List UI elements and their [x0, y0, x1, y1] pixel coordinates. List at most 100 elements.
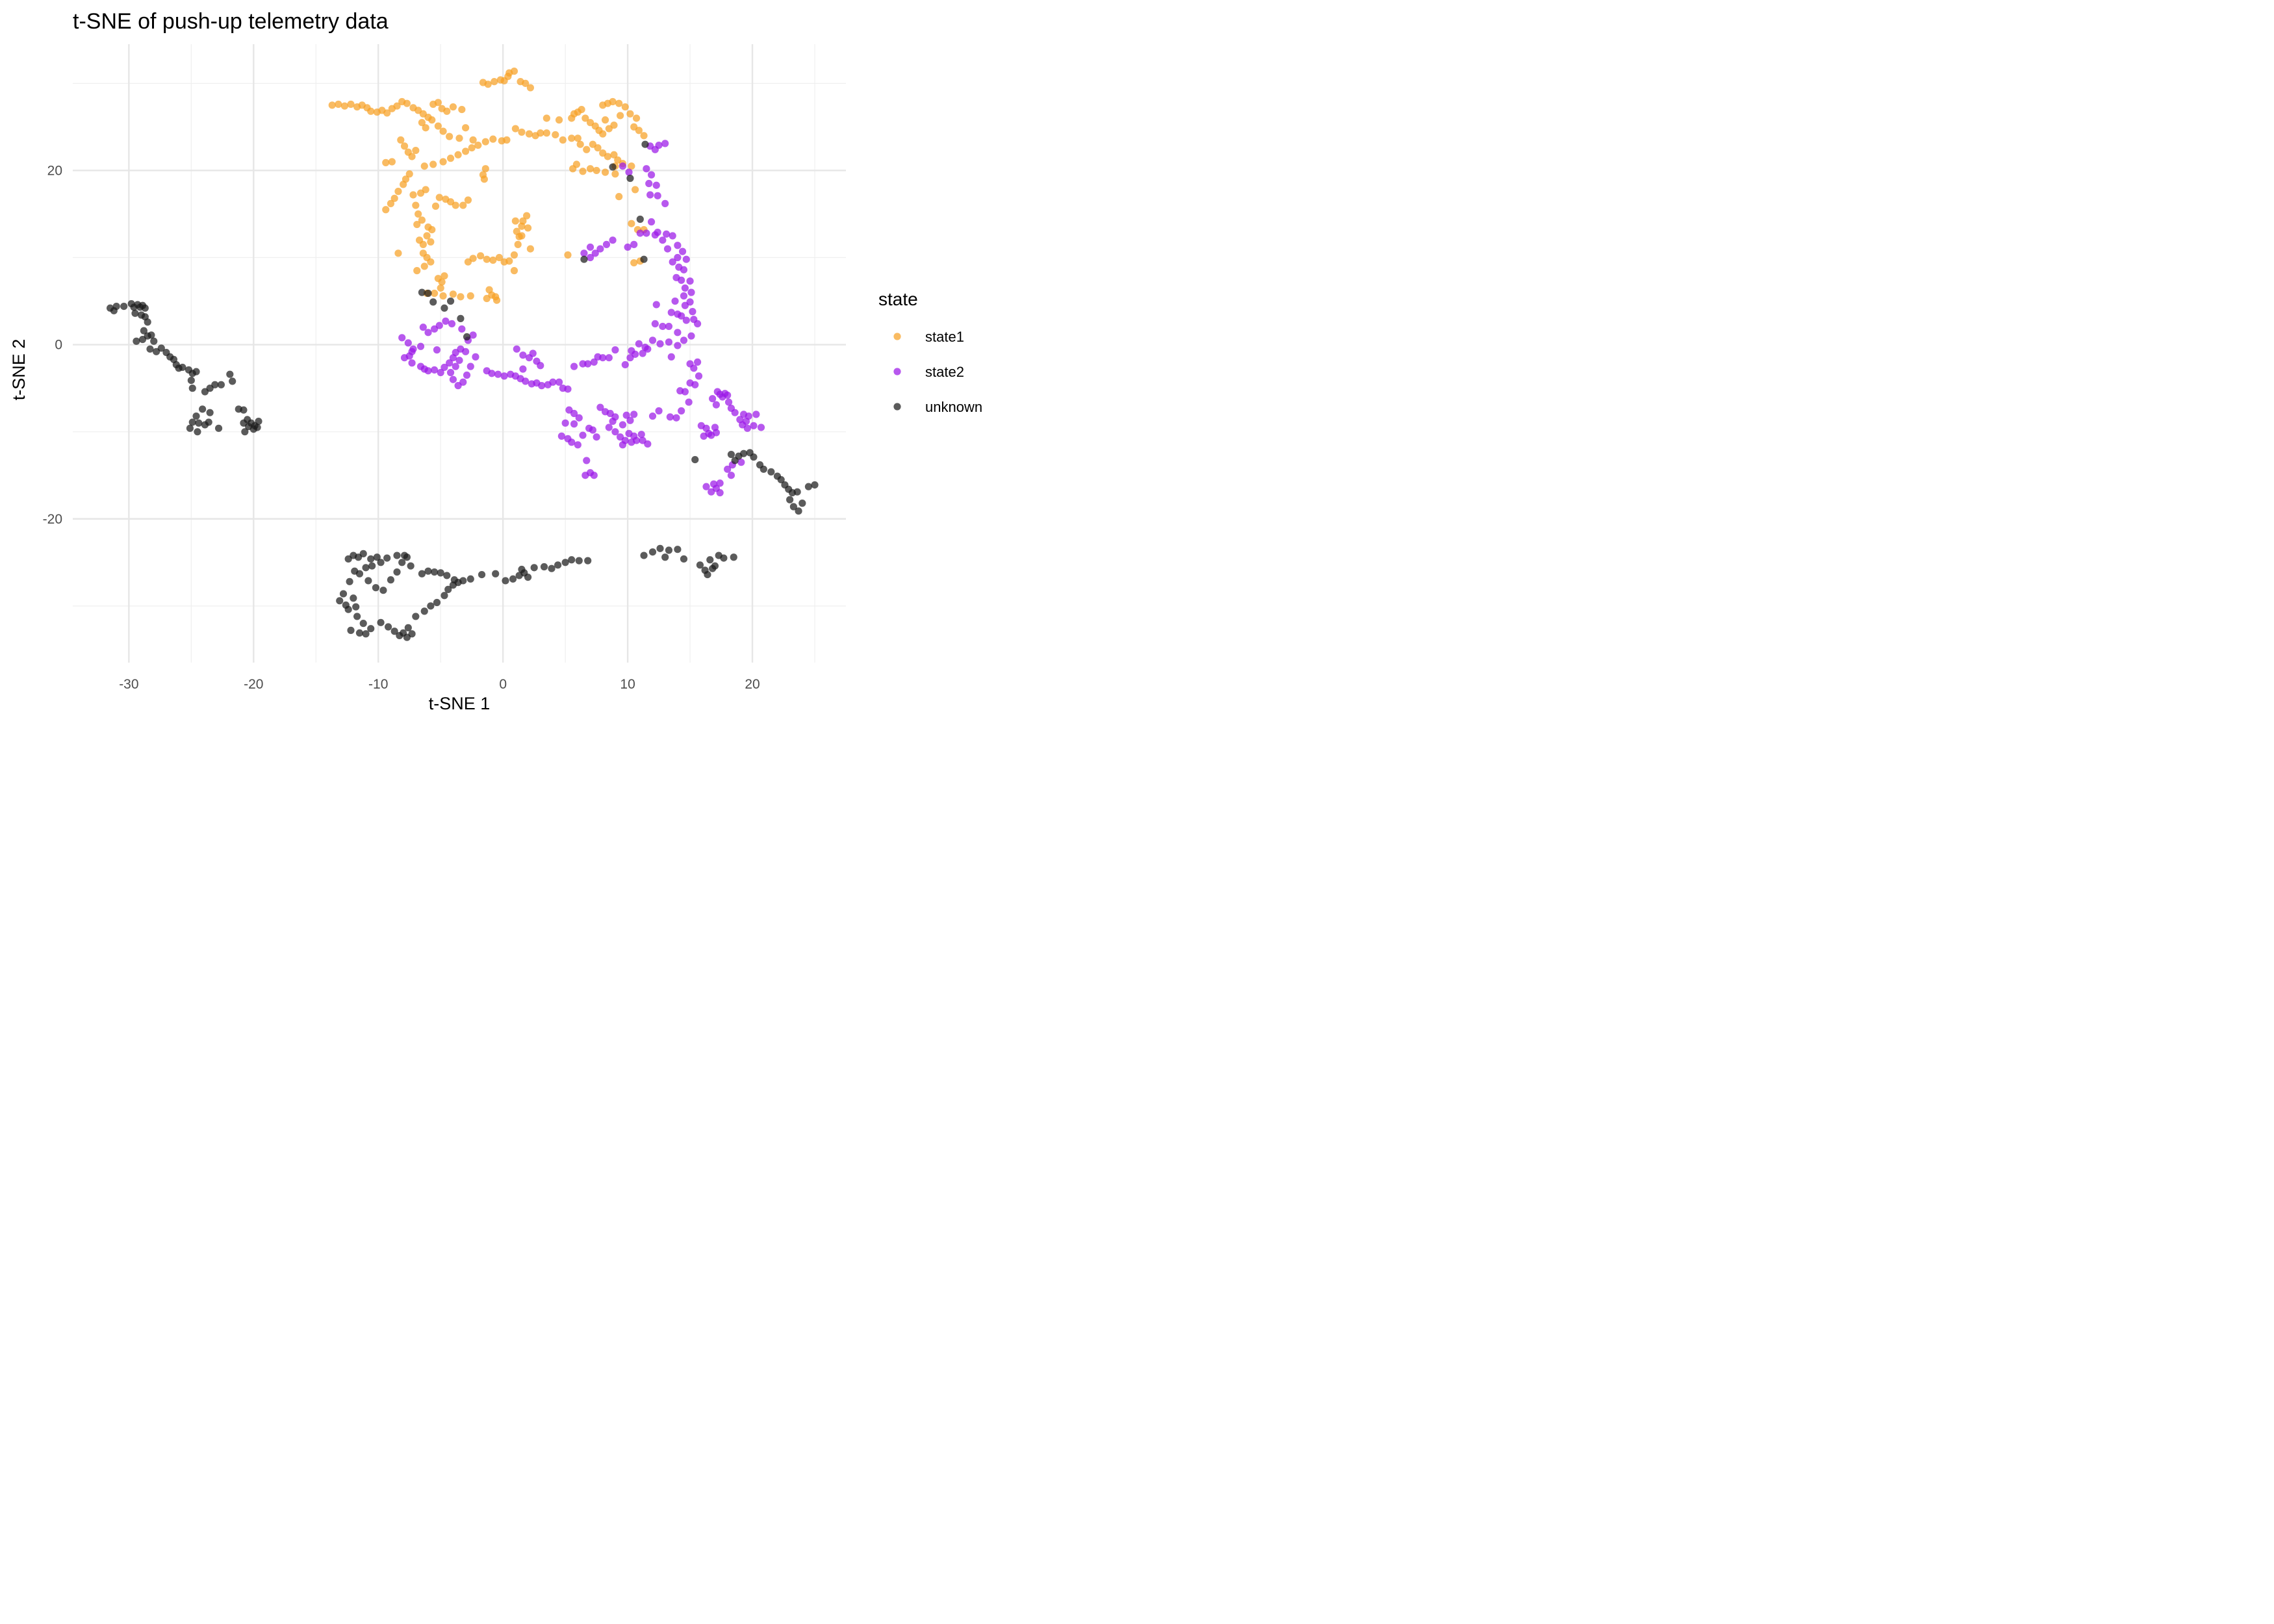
y-tick-label: -20: [43, 512, 62, 527]
data-point: [564, 251, 572, 259]
data-point: [596, 403, 604, 411]
data-point: [457, 293, 465, 301]
data-point: [680, 292, 688, 300]
data-point: [575, 557, 583, 565]
data-point: [693, 358, 702, 366]
data-point: [731, 409, 739, 416]
data-point: [147, 331, 155, 339]
data-point: [383, 554, 391, 562]
data-point: [750, 422, 758, 429]
data-point: [793, 488, 801, 496]
data-point: [444, 585, 452, 593]
data-point: [206, 409, 214, 416]
data-point: [496, 76, 504, 84]
data-point: [639, 349, 646, 357]
data-point: [150, 337, 158, 345]
data-point: [648, 336, 657, 344]
data-point: [636, 215, 644, 223]
data-point: [524, 573, 532, 581]
data-point: [439, 292, 447, 300]
data-point: [667, 309, 675, 316]
data-point: [347, 100, 355, 108]
scatter-plot: -30 -20 -10 0 10 20 -20 0 20 t-SNE 1 t-SNE 2 sta…: [9, 44, 982, 713]
data-point: [570, 409, 578, 418]
y-tick-label: 20: [47, 163, 62, 178]
data-point: [630, 411, 638, 418]
data-point: [483, 255, 491, 263]
data-point: [674, 242, 682, 249]
data-point: [450, 576, 458, 584]
data-point: [457, 314, 465, 322]
data-point: [141, 304, 149, 312]
data-point: [424, 289, 432, 298]
data-point: [211, 381, 219, 388]
data-point: [630, 240, 638, 248]
data-point: [398, 334, 406, 342]
data-point: [578, 105, 585, 114]
data-point: [449, 103, 457, 111]
data-point: [403, 99, 411, 107]
data-point: [400, 181, 407, 188]
data-point: [641, 344, 649, 351]
data-point: [407, 562, 415, 570]
data-point: [400, 552, 409, 559]
data-point: [737, 459, 745, 466]
data-point: [700, 432, 708, 440]
data-point: [540, 563, 548, 571]
data-point: [568, 556, 576, 564]
data-point: [543, 114, 550, 122]
data-point: [195, 419, 203, 427]
data-point: [798, 500, 806, 507]
data-point: [669, 258, 676, 266]
data-point: [716, 488, 724, 497]
data-point: [427, 602, 435, 610]
data-point: [461, 147, 470, 155]
data-point: [377, 559, 385, 566]
grid: [73, 44, 846, 663]
data-point: [674, 546, 682, 553]
data-point: [671, 297, 679, 305]
data-point: [579, 431, 587, 439]
data-point: [682, 255, 690, 263]
data-point: [388, 158, 396, 166]
data-point: [387, 199, 395, 207]
data-point: [589, 426, 596, 434]
data-point: [681, 284, 689, 292]
data-point: [628, 162, 635, 170]
data-point: [602, 240, 611, 248]
data-point: [581, 114, 589, 122]
data-point: [672, 414, 680, 422]
data-point: [593, 433, 600, 441]
data-point: [431, 289, 439, 298]
data-point: [580, 249, 588, 257]
data-point: [485, 286, 493, 294]
data-point: [419, 240, 427, 248]
data-point: [579, 168, 587, 175]
data-point: [186, 424, 194, 432]
data-point: [786, 496, 794, 503]
data-point: [537, 129, 544, 137]
data-point: [630, 259, 638, 267]
data-point: [619, 441, 627, 449]
data-point: [434, 99, 442, 107]
data-point: [394, 249, 402, 257]
data-point: [639, 437, 646, 444]
data-point: [661, 553, 669, 561]
data-point: [564, 385, 572, 393]
data-point: [615, 193, 623, 201]
data-point: [439, 127, 447, 135]
x-tick-label: 10: [620, 677, 635, 692]
data-point: [393, 102, 401, 110]
legend-label: unknown: [925, 399, 982, 415]
data-point: [511, 217, 519, 225]
data-point: [596, 245, 604, 253]
data-point: [364, 577, 372, 585]
data-point: [727, 450, 735, 459]
data-point: [777, 476, 785, 484]
data-point: [519, 351, 527, 359]
data-point: [727, 472, 735, 479]
data-point: [429, 160, 437, 168]
data-point: [431, 366, 439, 374]
data-point: [468, 144, 476, 152]
data-point: [685, 398, 693, 406]
